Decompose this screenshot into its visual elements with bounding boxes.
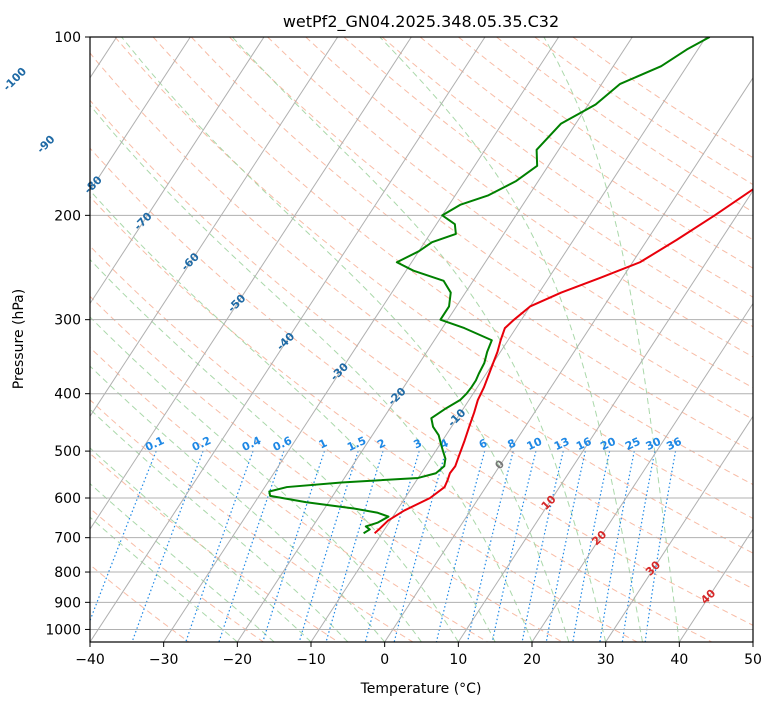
mixing-ratio-label: 25: [623, 435, 642, 453]
mixing-ratio-line: [218, 450, 285, 642]
dry-adiabat: [190, 37, 753, 453]
mixing-ratio-line: [599, 450, 635, 642]
dry-adiabat: [229, 37, 753, 420]
y-tick-label: 500: [54, 444, 81, 460]
y-tick-label: 700: [54, 531, 81, 547]
isotherm-line: [90, 37, 191, 192]
isotherm-line: [457, 189, 753, 642]
x-tick-label: 50: [744, 652, 762, 668]
x-tick-label: 0: [380, 652, 389, 668]
y-tick-label: 300: [54, 313, 81, 329]
isotherm-line: [678, 528, 753, 642]
y-tick-label: 900: [54, 595, 81, 611]
dry-adiabat: [343, 37, 753, 328]
x-tick-label: −20: [223, 652, 253, 668]
dewpoint-profile-line: [268, 37, 711, 535]
moist-adiabat: [121, 37, 570, 642]
mixing-ratio-line: [545, 450, 586, 642]
sounding-profiles: [268, 37, 753, 535]
moist-adiabat: [231, 37, 607, 642]
isotherm-line: [90, 37, 265, 305]
x-tick-label: −30: [149, 652, 179, 668]
temperature-profile-line: [373, 188, 753, 534]
isotherm-line: [163, 37, 560, 642]
x-axis: −40 −30 −20 −10 0 10 20 30 40 50: [75, 642, 762, 668]
moist-adiabat: [90, 316, 422, 642]
moist-adiabat: [90, 482, 275, 642]
background-reference-lines: [90, 37, 753, 642]
dry-adiabat: [305, 37, 753, 358]
dry-adiabat: [90, 564, 190, 642]
isotherm-line: [384, 76, 753, 642]
x-axis-title: Temperature (°C): [360, 681, 482, 697]
y-tick-label: 200: [54, 208, 81, 224]
mixing-ratio-label: 16: [574, 435, 594, 453]
x-tick-label: 20: [523, 652, 541, 668]
x-tick-label: 40: [670, 652, 688, 668]
mixing-ratio-line: [521, 450, 564, 642]
y-tick-label: 1000: [45, 622, 81, 638]
x-tick-label: −10: [296, 652, 326, 668]
isotherm-line: [605, 415, 753, 642]
mixing-ratio-line: [572, 450, 611, 642]
dry-adiabat: [267, 37, 753, 389]
grid-lines: [90, 37, 753, 642]
y-tick-label: 600: [54, 491, 81, 507]
mixing-ratio-line: [621, 450, 656, 642]
moist-adiabat: [90, 104, 533, 642]
moist-adiabat: [379, 37, 643, 642]
mixing-ratio-label: 36: [664, 435, 684, 453]
moist-adiabat: [90, 258, 459, 642]
y-tick-label: 400: [54, 387, 81, 403]
mixing-ratio-label: 13: [552, 435, 571, 453]
mixing-ratio-line: [364, 450, 420, 642]
dry-adiabat: [90, 99, 753, 590]
dry-adiabat: [90, 346, 488, 642]
moist-adiabat: [543, 37, 680, 642]
moist-adiabat: [90, 365, 386, 642]
y-axis-title: Pressure (hPa): [11, 289, 27, 389]
mixing-ratio-line: [325, 450, 384, 642]
x-tick-label: 30: [597, 652, 615, 668]
dry-adiabat: [90, 507, 264, 642]
mixing-ratio-label: 10: [525, 435, 545, 453]
isotherm-line: [310, 37, 707, 642]
y-tick-label: 100: [54, 30, 81, 46]
x-tick-label: 10: [449, 652, 467, 668]
mixing-ratio-line: [491, 450, 537, 642]
chart-title: wetPf2_GN04.2025.348.05.35.C32: [283, 12, 559, 32]
mixing-ratio-line: [131, 450, 204, 642]
mixing-ratio-line: [466, 450, 514, 642]
isotherm-line: [90, 37, 486, 642]
moist-adiabat: [90, 408, 349, 642]
plot-frame: [89, 36, 754, 643]
moist-adiabat: [90, 516, 238, 642]
dry-adiabat: [381, 37, 753, 298]
isotherm-line: [90, 37, 412, 531]
mixing-ratio-line: [298, 450, 359, 642]
mixing-ratio-line: [435, 450, 486, 642]
y-axis: 100 200 300 400 500 600 700 800 900 1000: [45, 30, 90, 638]
x-tick-label: −40: [75, 652, 105, 668]
y-tick-label: 800: [54, 565, 81, 581]
mixing-ratio-label: 20: [598, 435, 618, 453]
mixing-ratio-label: 30: [644, 435, 664, 453]
dry-adiabat: [90, 245, 638, 642]
dry-adiabat: [90, 147, 753, 626]
isotherm-line: [90, 37, 339, 418]
isotherm-line: [236, 37, 633, 642]
isotherm-line: [531, 302, 753, 642]
mixing-ratio-line: [90, 450, 157, 623]
dry-adiabat: [90, 295, 563, 642]
